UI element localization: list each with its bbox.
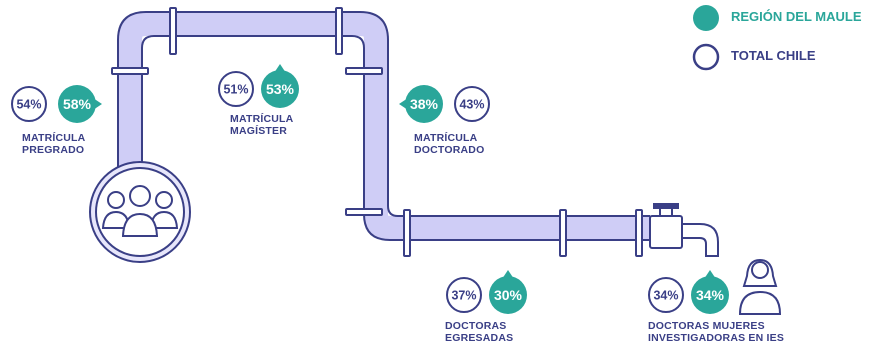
legend-marker-chile [692,43,720,71]
pipe-flange [403,209,411,257]
total-chile-value: 51% [223,83,248,97]
total-chile-value: 43% [459,98,484,112]
pipe-flange [345,208,383,216]
faucet-icon [649,203,719,257]
pipe-flange [111,67,149,75]
pipe-flange [345,67,383,75]
region-maule-bubble [489,276,527,314]
pipe-fill [118,12,650,240]
legend-label-chile: TOTAL CHILE [731,48,816,63]
region-maule-value: 58% [63,96,92,112]
total-chile-bubble [454,86,490,122]
pipe-flange [335,7,343,55]
stage-label-egresadas: DOCTORAS EGRESADAS [445,320,514,344]
region-maule-value: 38% [410,96,439,112]
total-chile-bubble [218,71,254,107]
region-maule-value: 34% [696,287,725,303]
region-maule-bubble [58,85,96,123]
woman-icon [738,258,782,315]
total-chile-value: 54% [16,98,41,112]
pipe-outline-outer [117,11,650,217]
region-maule-value: 53% [266,81,295,97]
stage-label-magister: MATRÍCULA MAGÍSTER [230,113,294,137]
stage-label-doctorado: MATRÍCULA DOCTORADO [414,132,485,156]
legend-marker-maule [693,5,719,31]
total-chile-value: 34% [653,289,678,303]
total-chile-bubble [648,277,684,313]
total-chile-value: 37% [451,289,476,303]
pipeline [111,7,650,257]
legend-label-maule: REGIÓN DEL MAULE [731,9,862,24]
pipe-flange [635,209,643,257]
pipe-flange [169,7,177,55]
pipe-flange [559,209,567,257]
stage-label-investigadoras: DOCTORAS MUJERES INVESTIGADORAS EN IES [648,320,785,344]
total-chile-bubble [446,277,482,313]
pipe-outline-inner [141,35,650,241]
region-maule-value: 30% [494,287,523,303]
region-maule-bubble [261,70,299,108]
group-of-women-icon [89,161,191,263]
region-maule-bubble [405,85,443,123]
region-maule-bubble [691,276,729,314]
total-chile-bubble [11,86,47,122]
stage-label-pregrado: MATRÍCULA PREGRADO [22,132,86,156]
